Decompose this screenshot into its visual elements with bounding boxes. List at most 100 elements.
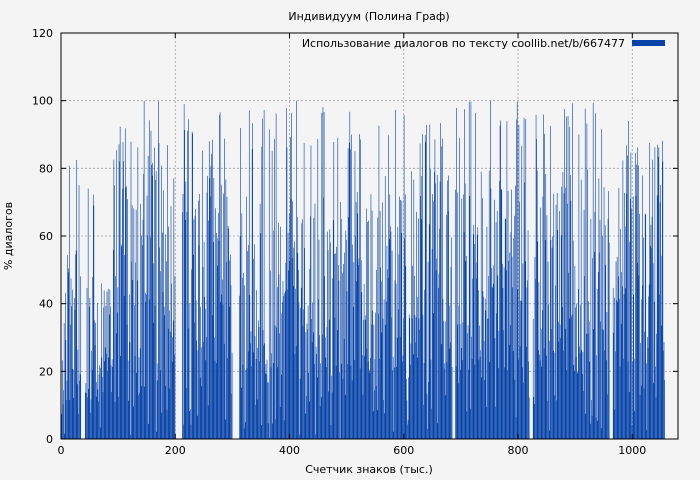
bar: [408, 377, 409, 439]
bar: [167, 328, 169, 439]
bar: [341, 363, 343, 439]
bar: [352, 306, 354, 439]
bar: [368, 369, 370, 439]
bar: [248, 244, 249, 439]
bar: [380, 281, 382, 439]
bar: [598, 271, 599, 439]
bar: [124, 255, 126, 439]
bar: [172, 337, 174, 439]
bar: [437, 423, 439, 439]
bar: [504, 367, 505, 439]
bar: [505, 219, 507, 439]
bar: [455, 189, 456, 439]
bar: [302, 325, 304, 439]
bar: [459, 137, 460, 439]
bar: [651, 247, 652, 439]
bar: [624, 226, 626, 439]
bar: [100, 283, 102, 439]
bar: [584, 276, 585, 439]
bar: [356, 281, 357, 439]
bar: [542, 310, 543, 439]
bar: [586, 123, 588, 440]
bar: [351, 380, 353, 439]
bar: [184, 219, 186, 439]
bar: [636, 262, 638, 439]
bar: [167, 145, 168, 440]
bar: [474, 364, 476, 439]
bar: [280, 374, 282, 439]
bar: [109, 289, 111, 439]
legend-label: Использование диалогов по тексту coollib…: [302, 37, 625, 50]
bar: [138, 395, 139, 439]
bar: [576, 303, 577, 439]
bar: [312, 332, 314, 439]
bar: [592, 258, 593, 439]
bar: [258, 320, 259, 439]
bar: [108, 357, 110, 439]
bar: [303, 309, 304, 439]
bar: [62, 360, 63, 439]
bar: [68, 165, 70, 439]
bar: [511, 256, 513, 439]
bar: [344, 394, 346, 439]
bar: [656, 195, 658, 439]
bar: [215, 208, 216, 439]
bar: [214, 337, 215, 439]
bar: [402, 361, 403, 439]
bar: [316, 354, 317, 439]
bar: [506, 270, 507, 439]
bar: [140, 203, 142, 439]
bar: [105, 305, 107, 439]
bar: [310, 145, 312, 440]
bar: [487, 318, 488, 439]
bar: [103, 290, 105, 439]
bar: [372, 310, 373, 439]
bar: [606, 312, 608, 439]
bar: [370, 357, 371, 439]
bar: [264, 343, 265, 439]
bar: [589, 361, 591, 439]
bar: [320, 397, 322, 439]
bar: [555, 204, 557, 439]
bar: [110, 365, 112, 439]
bar: [79, 374, 81, 439]
bar: [634, 411, 635, 439]
bar: [362, 394, 364, 439]
bar: [136, 372, 138, 439]
legend-swatch: [632, 40, 665, 46]
bar: [502, 287, 504, 439]
bar: [390, 231, 392, 439]
bar: [367, 361, 369, 439]
bar: [566, 370, 568, 439]
bar: [315, 346, 317, 439]
bar: [459, 323, 461, 439]
bar: [358, 258, 360, 439]
bar: [144, 292, 146, 439]
bar: [308, 372, 309, 439]
bar: [597, 420, 599, 439]
bar: [469, 196, 471, 439]
bar: [538, 282, 540, 439]
bar: [72, 289, 74, 439]
bar: [539, 354, 540, 439]
bar: [563, 350, 564, 439]
bar: [219, 112, 221, 440]
bar: [201, 386, 203, 439]
bar: [411, 171, 412, 439]
bar: [638, 165, 639, 439]
bar: [625, 288, 627, 439]
bar: [554, 352, 556, 439]
bar: [227, 225, 229, 439]
bar: [108, 314, 110, 439]
bar: [317, 138, 319, 439]
bar: [107, 288, 109, 439]
bar: [415, 342, 416, 439]
bar: [493, 283, 495, 439]
bar: [270, 367, 272, 439]
bar: [620, 323, 622, 439]
bar: [122, 142, 124, 439]
bar: [571, 317, 572, 439]
bar: [395, 283, 397, 439]
bar: [566, 116, 567, 439]
bar: [364, 319, 366, 439]
